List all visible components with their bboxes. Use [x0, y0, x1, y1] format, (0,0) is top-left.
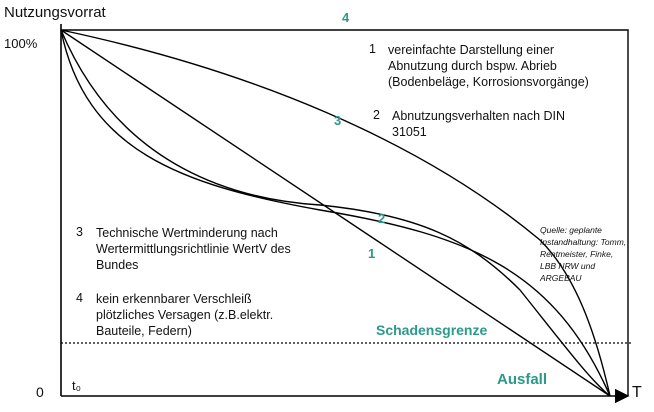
- legend-line: Abnutzungsverhalten nach DIN: [392, 109, 566, 123]
- legend-line: Technische Wertminderung nach: [96, 226, 278, 240]
- source-note: Quelle: geplante Instandhaltung: Tomm, R…: [540, 224, 626, 284]
- source-line: LBB NRW und: [540, 261, 596, 271]
- curve-2: [60, 29, 611, 397]
- curve-label-3: 3: [334, 113, 342, 128]
- legend-line: kein erkennbarer Verschleiß: [96, 292, 252, 306]
- x-axis-label: T: [632, 384, 642, 401]
- source-line: Rentmeister, Finke,: [540, 249, 614, 259]
- legend-line: 31051: [392, 125, 427, 139]
- threshold-label: Schadensgrenze: [376, 322, 488, 338]
- curve-5: [60, 29, 611, 397]
- curve-label-2: 2: [378, 211, 386, 226]
- curve-4: [61, 29, 629, 396]
- failure-label: Ausfall: [497, 371, 548, 388]
- legend-line: Abnutzung durch bspw. Abrieb: [388, 59, 557, 73]
- legend-line: (Bodenbeläge, Korrosionsvorgänge): [388, 75, 589, 89]
- y-axis-title: Nutzungsvorrat: [4, 4, 106, 21]
- legend-line: Wertermittlungsrichtlinie WertV des: [96, 242, 291, 256]
- legend-line: Bauteile, Federn): [96, 324, 192, 338]
- curve-label-4: 4: [342, 10, 350, 25]
- legend-line: plötzliches Versagen (z.B.elektr.: [96, 308, 274, 322]
- source-line: ARGEBAU: [540, 273, 582, 283]
- legend-number: 4: [76, 291, 83, 305]
- source-line: Instandhaltung: Tomm,: [540, 237, 627, 247]
- legend-line: Bundes: [96, 258, 139, 272]
- legend-line: vereinfachte Darstellung einer: [388, 43, 555, 57]
- y-axis-100-label: 100%: [4, 36, 38, 51]
- legend-number: 3: [76, 225, 83, 239]
- source-line: Quelle: geplante: [540, 225, 602, 235]
- curve-3: [60, 29, 611, 397]
- origin-label: 0: [36, 384, 44, 400]
- t0-label: t₀: [72, 378, 82, 393]
- legend-number: 2: [373, 108, 380, 122]
- legend-number: 1: [369, 42, 376, 56]
- curve-label-1: 1: [368, 246, 376, 261]
